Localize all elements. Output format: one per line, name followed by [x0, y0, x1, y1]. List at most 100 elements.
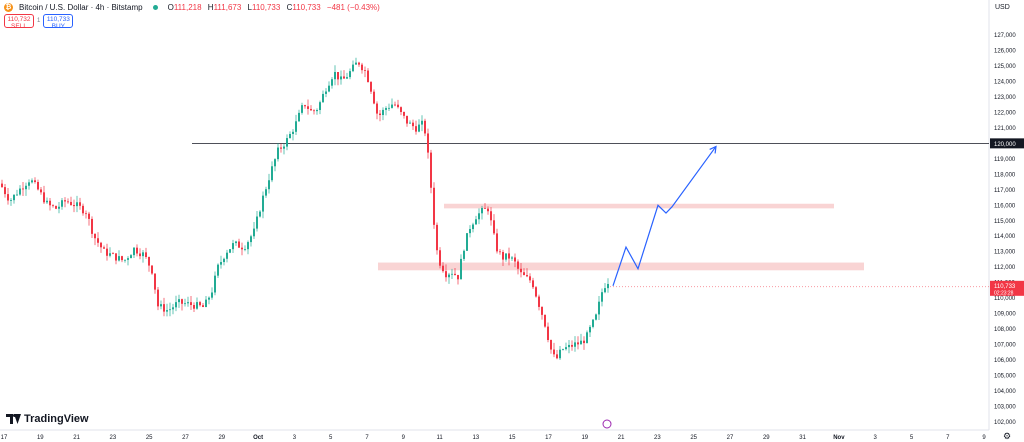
- price-tick-label: 102,000: [994, 420, 1016, 426]
- date-tick-label: 29: [218, 435, 225, 441]
- candle-body: [67, 201, 69, 203]
- open-key: O: [167, 3, 174, 12]
- candle-body: [178, 299, 180, 303]
- current-price-text: 110,733: [994, 284, 1016, 290]
- candle-body: [205, 299, 207, 308]
- candle-body: [538, 296, 540, 307]
- candle-body: [64, 200, 66, 202]
- candle-body: [433, 187, 435, 225]
- candle-body: [406, 115, 408, 124]
- price-tick-label: 107,000: [994, 343, 1016, 349]
- candle-body: [40, 189, 42, 193]
- candle-body: [316, 110, 318, 112]
- candle-body: [439, 250, 441, 266]
- candle-body: [502, 252, 504, 260]
- candle-body: [544, 314, 546, 327]
- date-tick-label: 29: [763, 435, 770, 441]
- candle-body: [577, 342, 579, 345]
- candle-body: [28, 182, 30, 186]
- buy-button[interactable]: 110,733 BUY: [43, 14, 74, 30]
- change-value: −481 (−0.43%): [326, 3, 380, 12]
- candle-body: [325, 91, 327, 94]
- candle-body: [511, 257, 513, 259]
- date-tick-label: 7: [365, 435, 369, 441]
- date-tick-label: 15: [509, 435, 516, 441]
- sell-label: SELL: [11, 23, 27, 30]
- candle-body: [436, 224, 438, 251]
- date-tick-label: 11: [436, 435, 443, 441]
- candle-body: [139, 253, 141, 257]
- candle-body: [409, 122, 411, 124]
- candle-body: [160, 304, 162, 307]
- candle-body: [322, 93, 324, 103]
- gear-icon[interactable]: ⚙: [1003, 431, 1012, 441]
- candle-body: [271, 166, 273, 181]
- low-value: 110,733: [252, 3, 281, 12]
- candle-body: [298, 112, 300, 122]
- candle-body: [373, 91, 375, 104]
- current-price-tag: [990, 280, 1024, 296]
- candle-body: [562, 349, 564, 350]
- candle-body: [391, 104, 393, 108]
- price-tick-label: 121,000: [994, 126, 1016, 132]
- price-tick-label: 113,000: [994, 250, 1016, 256]
- candle-body: [442, 265, 444, 272]
- candle-body: [154, 273, 156, 290]
- date-tick-label: 17: [1, 435, 8, 441]
- date-tick-label: 23: [110, 435, 117, 441]
- resistance-zone: [378, 262, 864, 271]
- candle-body: [586, 332, 588, 344]
- candle-body: [601, 292, 603, 302]
- candle-body: [34, 180, 36, 182]
- candle-body: [208, 297, 210, 300]
- candle-body: [589, 326, 591, 333]
- candle-body: [109, 253, 111, 256]
- candle-body: [193, 305, 195, 309]
- trade-panel: 110,732 SELL 1 110,733 BUY: [4, 14, 74, 30]
- countdown-text: 02:23:28: [994, 290, 1014, 296]
- candle-body: [70, 201, 72, 205]
- candle-body: [571, 344, 573, 347]
- candle-body: [1, 183, 3, 188]
- candle-body: [394, 104, 396, 106]
- candle-body: [421, 120, 423, 125]
- candle-body: [16, 194, 18, 196]
- candle-body: [343, 76, 345, 79]
- price-tick-label: 116,000: [994, 203, 1016, 209]
- date-tick-label: 25: [690, 435, 697, 441]
- candle-body: [37, 181, 39, 190]
- candle-body: [115, 253, 117, 261]
- tradingview-logo[interactable]: TradingView: [6, 413, 89, 425]
- currency-label[interactable]: USD: [995, 4, 1010, 11]
- candle-body: [91, 218, 93, 234]
- candle-body: [346, 77, 348, 79]
- candle-body: [268, 180, 270, 190]
- candle-body: [82, 205, 84, 214]
- price-tick-label: 117,000: [994, 188, 1016, 194]
- candle-body: [211, 292, 213, 298]
- candle-body: [541, 306, 543, 315]
- candle-body: [244, 249, 246, 250]
- candle-body: [151, 265, 153, 274]
- candle-body: [166, 310, 168, 312]
- candle-body: [484, 207, 486, 209]
- sell-button[interactable]: 110,732 SELL: [4, 14, 34, 30]
- candle-body: [547, 326, 549, 340]
- bitcoin-icon: ₿: [4, 3, 13, 12]
- candle-body: [493, 220, 495, 234]
- candle-body: [25, 185, 27, 190]
- candle-body: [142, 252, 144, 257]
- price-tick-label: 122,000: [994, 110, 1016, 116]
- event-marker-icon[interactable]: [602, 419, 612, 429]
- candle-body: [157, 289, 159, 307]
- candle-body: [127, 258, 129, 260]
- candle-body: [145, 252, 147, 258]
- price-tick-label: 112,000: [994, 265, 1016, 271]
- candle-body: [556, 354, 558, 359]
- price-tick-label: 104,000: [994, 389, 1016, 395]
- date-tick-label: 25: [146, 435, 153, 441]
- symbol-title[interactable]: Bitcoin / U.S. Dollar · 4h · Bitstamp: [19, 3, 143, 12]
- candle-body: [607, 283, 609, 289]
